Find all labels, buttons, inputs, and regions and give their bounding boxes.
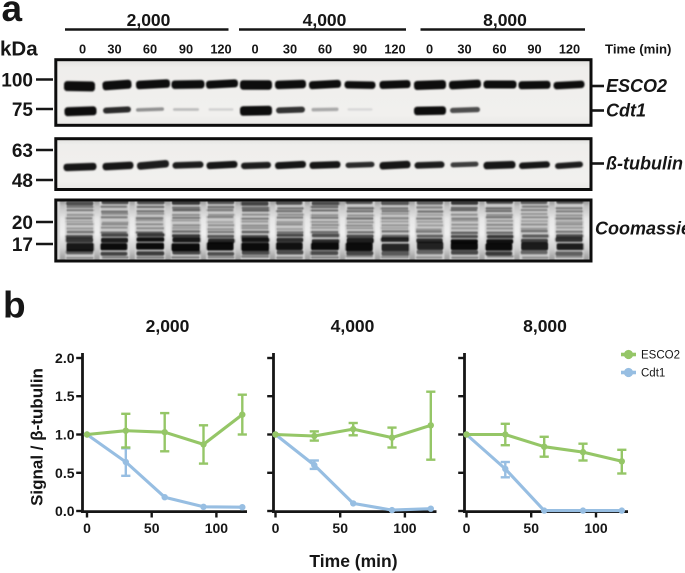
svg-text:a: a bbox=[2, 0, 23, 29]
svg-text:ß-tubulin: ß-tubulin bbox=[606, 154, 683, 174]
svg-text:0.5: 0.5 bbox=[55, 465, 75, 481]
svg-text:120: 120 bbox=[559, 42, 580, 57]
svg-text:30: 30 bbox=[107, 42, 121, 57]
svg-text:75: 75 bbox=[12, 100, 34, 121]
svg-text:50: 50 bbox=[523, 520, 539, 536]
svg-text:1.0: 1.0 bbox=[55, 427, 75, 443]
svg-text:90: 90 bbox=[527, 42, 541, 57]
svg-text:Signal / β-tubulin: Signal / β-tubulin bbox=[28, 368, 47, 506]
svg-text:30: 30 bbox=[457, 42, 471, 57]
svg-text:50: 50 bbox=[144, 520, 160, 536]
svg-text:0: 0 bbox=[79, 42, 86, 57]
svg-text:120: 120 bbox=[384, 42, 405, 57]
svg-text:48: 48 bbox=[12, 171, 33, 192]
svg-text:17: 17 bbox=[12, 235, 33, 256]
svg-text:Time (min): Time (min) bbox=[309, 551, 397, 571]
svg-text:30: 30 bbox=[283, 42, 297, 57]
svg-text:100: 100 bbox=[1, 70, 33, 91]
svg-text:60: 60 bbox=[492, 42, 506, 57]
svg-text:4,000: 4,000 bbox=[331, 316, 375, 336]
svg-text:8,000: 8,000 bbox=[483, 10, 527, 30]
svg-text:0: 0 bbox=[463, 520, 471, 536]
svg-text:20: 20 bbox=[12, 213, 33, 234]
svg-text:50: 50 bbox=[332, 520, 348, 536]
svg-text:4,000: 4,000 bbox=[303, 10, 347, 30]
svg-text:ESCO2: ESCO2 bbox=[641, 350, 680, 362]
svg-text:kDa: kDa bbox=[0, 38, 38, 61]
svg-text:Cdt1: Cdt1 bbox=[606, 101, 646, 121]
svg-text:2.0: 2.0 bbox=[55, 350, 75, 366]
svg-text:2,000: 2,000 bbox=[127, 10, 171, 30]
svg-text:90: 90 bbox=[353, 42, 367, 57]
svg-text:63: 63 bbox=[12, 141, 33, 162]
svg-text:120: 120 bbox=[210, 42, 231, 57]
svg-text:100: 100 bbox=[393, 520, 417, 536]
svg-text:0.0: 0.0 bbox=[55, 503, 75, 519]
svg-text:100: 100 bbox=[584, 520, 608, 536]
svg-text:1.5: 1.5 bbox=[55, 388, 75, 404]
svg-text:100: 100 bbox=[205, 520, 229, 536]
svg-text:60: 60 bbox=[318, 42, 332, 57]
svg-text:90: 90 bbox=[179, 42, 193, 57]
svg-text:8,000: 8,000 bbox=[523, 316, 567, 336]
svg-text:0: 0 bbox=[272, 520, 280, 536]
svg-text:0: 0 bbox=[251, 42, 258, 57]
svg-text:Time (min): Time (min) bbox=[605, 42, 671, 57]
svg-text:0: 0 bbox=[426, 42, 433, 57]
svg-text:0: 0 bbox=[83, 520, 91, 536]
svg-text:60: 60 bbox=[143, 42, 157, 57]
svg-text:Cdt1: Cdt1 bbox=[641, 368, 665, 380]
svg-text:2,000: 2,000 bbox=[146, 316, 190, 336]
svg-text:ESCO2: ESCO2 bbox=[606, 76, 667, 96]
svg-text:b: b bbox=[3, 285, 26, 326]
svg-text:Coomassie: Coomassie bbox=[595, 219, 685, 239]
